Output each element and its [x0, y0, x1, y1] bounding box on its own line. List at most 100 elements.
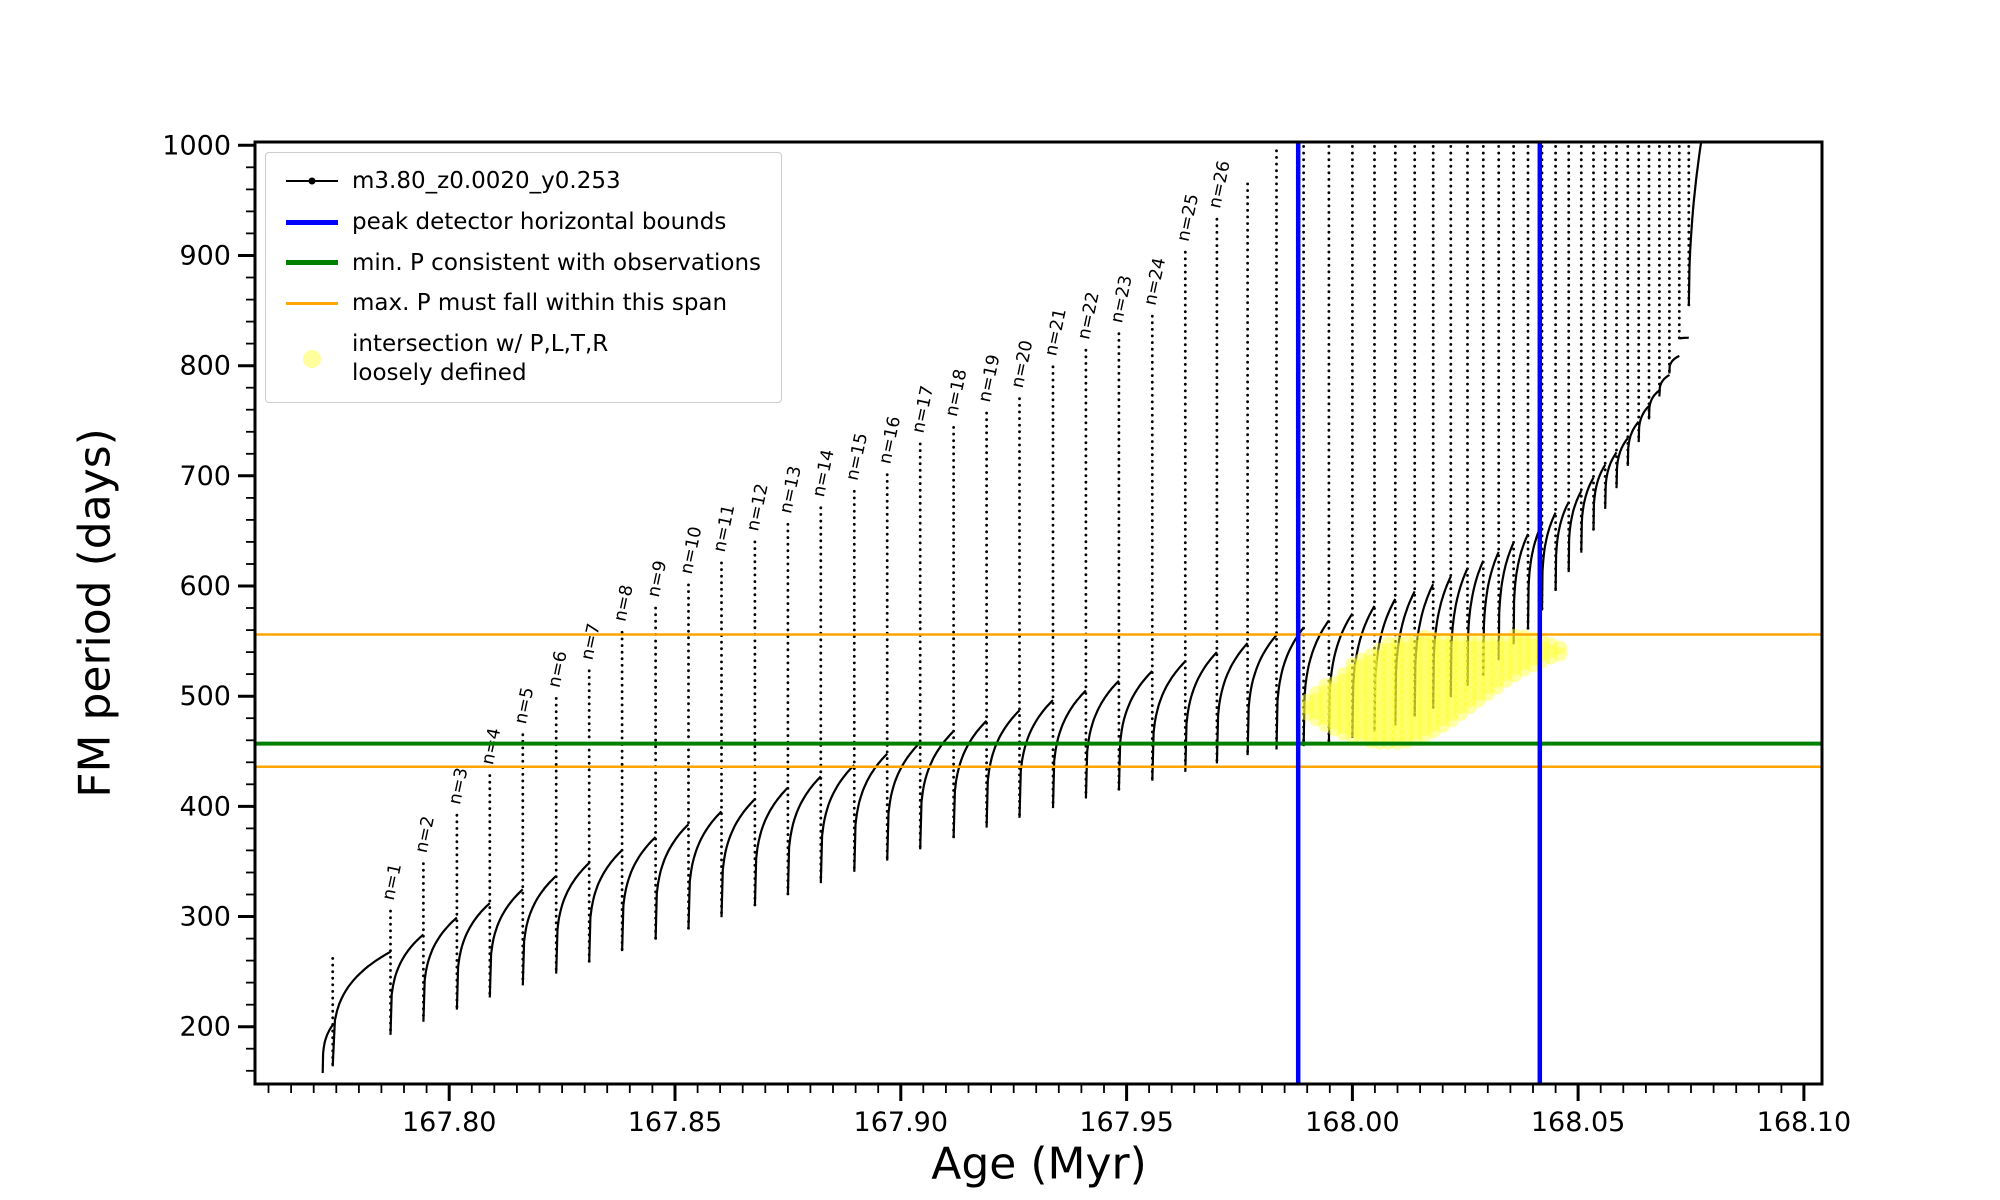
intersection-dot	[1517, 662, 1531, 677]
intersection-dot	[1390, 642, 1405, 657]
x-tick-label: 167.90	[854, 1107, 948, 1138]
intersection-dot	[1453, 687, 1468, 701]
intersection-dot	[1435, 652, 1450, 667]
legend-item-series: m3.80_z0.0020_y0.253	[286, 167, 761, 196]
intersection-dot	[1435, 646, 1450, 661]
y-tick-label: 800	[179, 351, 231, 382]
intersection-dot	[1426, 711, 1441, 726]
intersection-dot	[1453, 660, 1468, 675]
intersection-dot	[1435, 692, 1450, 707]
intersection-dot	[1471, 667, 1486, 682]
intersection-dot	[1336, 726, 1351, 741]
intersection-dot	[1435, 659, 1450, 674]
intersection-dot	[1498, 634, 1513, 649]
intersection-dot	[1471, 660, 1486, 675]
intersection-dot	[1336, 713, 1351, 728]
intersection-dot	[1489, 640, 1504, 655]
intersection-dot	[1507, 648, 1522, 663]
spike-label: n=21	[1041, 307, 1071, 358]
intersection-dot	[1354, 712, 1369, 727]
intersection-dot	[1390, 689, 1405, 704]
spike-label: n=5	[511, 685, 538, 725]
intersection-dot	[1471, 693, 1486, 708]
intersection-dot	[1426, 717, 1441, 732]
intersection-dot	[1408, 679, 1423, 694]
intersection-dot	[1417, 649, 1432, 664]
intersection-dot	[1300, 700, 1315, 715]
intersection-dot	[1336, 687, 1351, 701]
intersection-dot	[1462, 667, 1477, 682]
intersection-dot	[1390, 676, 1405, 690]
intersection-dot	[1390, 649, 1405, 664]
intersection-points	[1300, 628, 1568, 750]
intersection-dot	[1390, 695, 1405, 710]
spike-label: n=15	[843, 431, 873, 482]
intersection-dot	[1408, 699, 1423, 714]
intersection-dot	[1417, 662, 1432, 677]
spike-label: n=6	[545, 649, 572, 689]
intersection-dot	[1336, 720, 1351, 734]
intersection-dot	[1363, 701, 1378, 716]
intersection-dot	[1462, 640, 1477, 655]
intersection-dot	[1345, 670, 1360, 685]
intersection-dot	[1544, 637, 1558, 652]
intersection-dot	[1435, 633, 1450, 647]
intersection-dot	[1426, 664, 1441, 679]
intersection-dot	[1498, 647, 1513, 662]
intersection-dot	[1399, 674, 1414, 689]
intersection-dot	[1354, 725, 1369, 740]
spike-label: n=9	[644, 559, 671, 599]
intersection-dot	[1318, 717, 1333, 732]
intersection-dot	[1480, 667, 1495, 682]
intersection-dot	[1345, 677, 1360, 692]
intersection-dot	[1327, 722, 1342, 737]
spike-label: n=8	[610, 583, 637, 623]
intersection-dot	[1471, 673, 1486, 688]
intersection-dot	[1426, 724, 1441, 739]
intersection-dot	[1435, 679, 1450, 694]
intersection-dot	[1372, 702, 1387, 717]
intersection-dot	[1435, 672, 1450, 687]
intersection-dot	[1471, 634, 1486, 649]
intersection-dot	[1462, 673, 1477, 688]
intersection-dot	[1462, 687, 1477, 701]
intersection-dot	[1544, 644, 1558, 658]
intersection-dot	[1399, 701, 1414, 716]
x-tick-label: 168.00	[1305, 1107, 1399, 1138]
spike-label: n=2	[412, 814, 439, 854]
intersection-dot	[1480, 647, 1495, 662]
intersection-dot	[1453, 634, 1468, 649]
intersection-dot	[1444, 634, 1459, 649]
intersection-dot	[1444, 640, 1459, 655]
intersection-dot	[1327, 695, 1342, 710]
intersection-dot	[1318, 698, 1333, 712]
x-tick-label: 167.95	[1079, 1107, 1173, 1138]
intersection-dot	[1318, 691, 1333, 706]
intersection-dot	[1426, 638, 1441, 653]
intersection-dot	[1498, 660, 1513, 675]
intersection-dot	[1381, 695, 1396, 710]
intersection-dot	[1517, 629, 1531, 644]
intersection-dot	[1408, 633, 1423, 647]
intersection-dot	[1417, 636, 1432, 651]
blue-line-marker	[286, 219, 338, 225]
intersection-dot	[1526, 651, 1540, 666]
intersection-dot	[1480, 680, 1495, 695]
intersection-dot	[1354, 679, 1369, 694]
intersection-dot	[1354, 685, 1369, 700]
intersection-dot	[1354, 672, 1369, 687]
intersection-dot	[1435, 718, 1450, 733]
intersection-dot	[1426, 691, 1441, 706]
intersection-dot	[1444, 687, 1459, 701]
spike-label: n=20	[1008, 339, 1038, 390]
intersection-dot	[1390, 709, 1405, 723]
intersection-dot	[1453, 693, 1468, 708]
intersection-dot	[1417, 715, 1432, 730]
intersection-dot	[1354, 666, 1369, 680]
intersection-dot	[1345, 683, 1360, 698]
intersection-dot	[1345, 729, 1360, 744]
intersection-dot	[1336, 693, 1351, 708]
intersection-dot	[1381, 649, 1396, 664]
intersection-dot	[1453, 700, 1468, 715]
intersection-dot	[1363, 688, 1378, 703]
